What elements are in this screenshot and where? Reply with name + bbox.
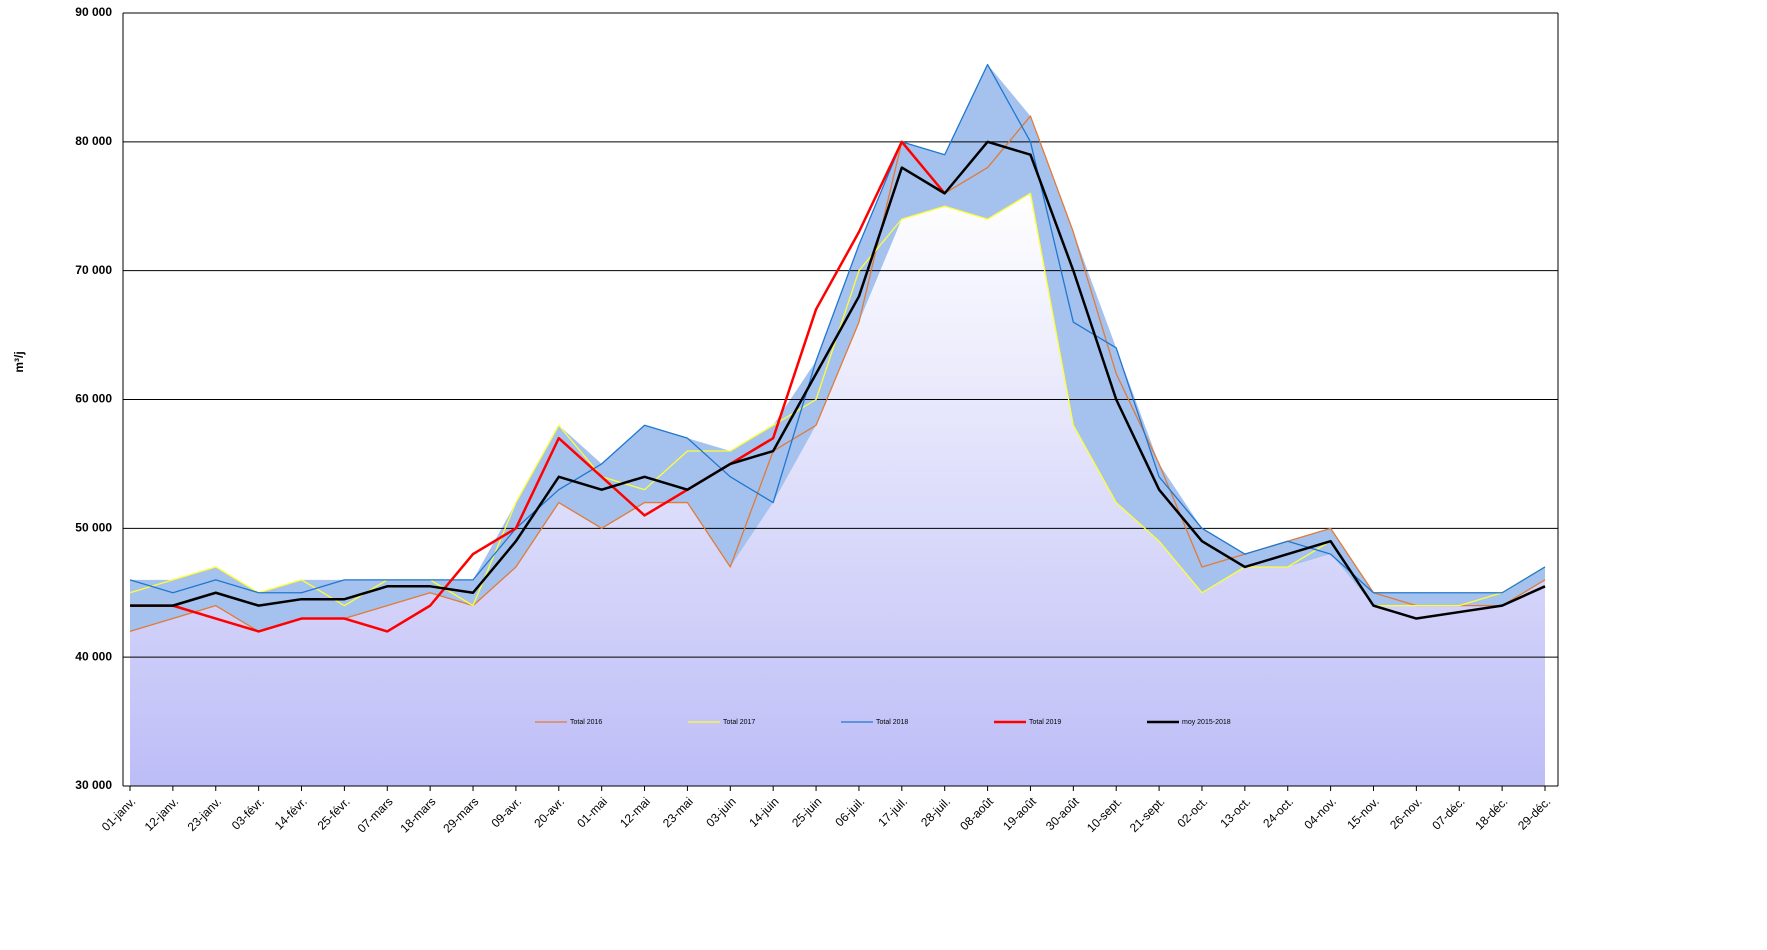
x-tick-label: 25-févr. bbox=[315, 794, 353, 832]
x-tick-label: 08-août bbox=[957, 794, 996, 833]
x-tick-label: 26-nov. bbox=[1387, 794, 1425, 832]
x-tick-label: 06-juil. bbox=[832, 794, 867, 829]
series-line bbox=[129, 115, 1546, 633]
envelope-area bbox=[130, 193, 1545, 786]
series-line bbox=[130, 140, 1546, 620]
x-tick-label: 29-mars bbox=[440, 794, 481, 835]
y-tick-label: 50 000 bbox=[75, 521, 112, 535]
x-tick-label: 10-sept. bbox=[1084, 794, 1125, 835]
x-tick-label: 25-juin bbox=[789, 794, 824, 829]
y-axis-label: m³/j bbox=[12, 351, 26, 372]
x-tick-label: 30-août bbox=[1043, 794, 1082, 833]
x-tick-label: 01-janv. bbox=[99, 794, 138, 833]
x-tick-label: 18-mars bbox=[397, 794, 438, 835]
x-tick-label: 24-oct. bbox=[1260, 794, 1296, 830]
series-line bbox=[130, 140, 946, 633]
x-tick-label: 13-oct. bbox=[1217, 794, 1253, 830]
x-tick-label: 14-févr. bbox=[272, 794, 310, 832]
x-tick-label: 21-sept. bbox=[1127, 794, 1168, 835]
x-tick-label: 14-juin bbox=[746, 794, 781, 829]
y-tick-label: 40 000 bbox=[75, 649, 112, 663]
x-tick-label: 23-mai bbox=[660, 794, 696, 830]
legend-label: Total 2019 bbox=[1029, 719, 1061, 726]
x-tick-label: 29-déc. bbox=[1515, 794, 1553, 832]
envelope-band bbox=[130, 64, 1545, 632]
y-tick-label: 30 000 bbox=[75, 778, 112, 792]
legend-label: moy 2015-2018 bbox=[1182, 719, 1231, 726]
legend-label: Total 2016 bbox=[570, 719, 602, 726]
x-tick-label: 03-févr. bbox=[229, 794, 267, 832]
x-tick-label: 23-janv. bbox=[185, 794, 224, 833]
x-tick-label: 17-juil. bbox=[875, 794, 910, 829]
x-tick-label: 19-août bbox=[1000, 794, 1039, 833]
x-tick-label: 28-juil. bbox=[918, 794, 953, 829]
x-tick-label: 01-mai bbox=[574, 794, 610, 830]
x-tick-label: 15-nov. bbox=[1344, 794, 1382, 832]
x-tick-label: 12-janv. bbox=[142, 794, 181, 833]
y-tick-label: 80 000 bbox=[75, 134, 112, 148]
x-tick-label: 02-oct. bbox=[1174, 794, 1210, 830]
legend-label: Total 2018 bbox=[876, 719, 908, 726]
x-tick-label: 07-mars bbox=[355, 794, 396, 835]
y-tick-label: 60 000 bbox=[75, 392, 112, 406]
x-tick-label: 07-déc. bbox=[1429, 794, 1467, 832]
x-tick-label: 09-avr. bbox=[488, 794, 524, 830]
legend-label: Total 2017 bbox=[723, 719, 755, 726]
x-tick-label: 03-juin bbox=[703, 794, 738, 829]
x-tick-label: 04-nov. bbox=[1301, 794, 1339, 832]
x-tick-label: 18-déc. bbox=[1472, 794, 1510, 832]
x-tick-label: 12-mai bbox=[617, 794, 653, 830]
y-tick-label: 70 000 bbox=[75, 263, 112, 277]
x-tick-label: 20-avr. bbox=[531, 794, 567, 830]
y-tick-label: 90 000 bbox=[75, 5, 112, 19]
